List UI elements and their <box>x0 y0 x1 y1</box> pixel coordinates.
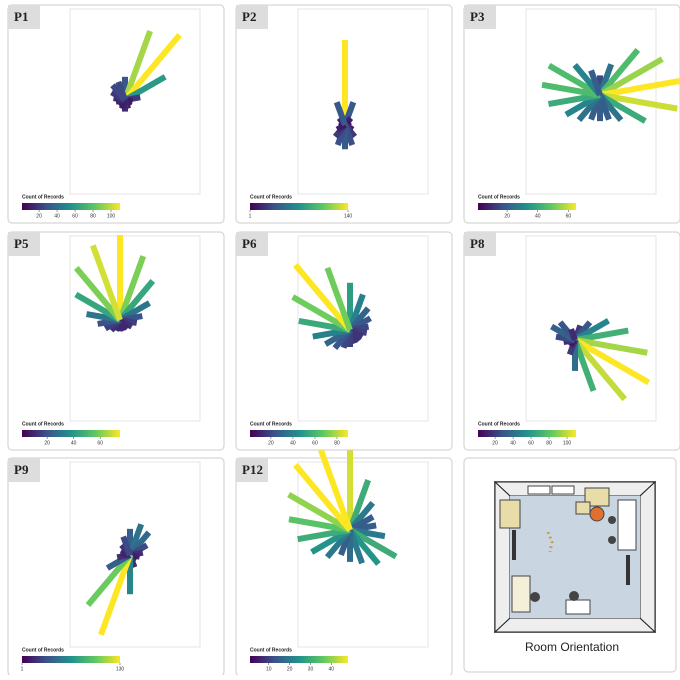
colorbar-tick-label: 80 <box>334 440 340 446</box>
room-panel: Room Orientation <box>464 458 676 672</box>
colorbar-tick-label: 140 <box>344 213 353 219</box>
colorbar-tick-label: 80 <box>546 440 552 446</box>
colorbar <box>478 203 576 210</box>
desk <box>512 576 530 612</box>
colorbar-tick-label: 100 <box>107 213 116 219</box>
colorbar-tick-label: 40 <box>290 440 296 446</box>
panel: P8 Count of Records 20 40 60 80 100 <box>464 232 680 450</box>
colorbar-tick-label: 60 <box>528 440 534 446</box>
panel-frame <box>8 232 224 450</box>
colorbar-tick-label: 40 <box>510 440 516 446</box>
colorbar <box>250 203 348 210</box>
box <box>576 502 590 514</box>
panel-label: P9 <box>14 462 29 477</box>
desk <box>618 500 636 550</box>
colorbar <box>250 656 348 663</box>
colorbar-tick-label: 100 <box>563 440 572 446</box>
colorbar-title: Count of Records <box>22 421 64 427</box>
colorbar <box>22 203 120 210</box>
colorbar-tick-label: 30 <box>308 666 314 672</box>
monitor <box>512 530 516 560</box>
colorbar-title: Count of Records <box>250 647 292 653</box>
colorbar-tick-label: 40 <box>54 213 60 219</box>
colorbar-tick-label: 40 <box>329 666 335 672</box>
colorbar-title: Count of Records <box>250 421 292 427</box>
colorbar-tick-label: 60 <box>72 213 78 219</box>
panel-label: P1 <box>14 9 28 24</box>
colorbar-tick-label: 130 <box>116 666 125 672</box>
panel-frame <box>236 458 452 675</box>
chair <box>530 592 540 602</box>
panel: P5 Count of Records 20 40 60 <box>8 232 224 450</box>
panel: P2 Count of Records 1 140 <box>236 5 452 223</box>
colorbar-tick-label: 60 <box>97 440 103 446</box>
colorbar <box>22 430 120 437</box>
panel-label: P8 <box>470 236 485 251</box>
colorbar-tick-label: 1 <box>21 666 24 672</box>
window <box>552 486 574 494</box>
panel-label: P12 <box>242 462 263 477</box>
colorbar-tick-label: 60 <box>566 213 572 219</box>
panel-label: P3 <box>470 9 485 24</box>
monitor <box>626 555 630 585</box>
colorbar-title: Count of Records <box>22 194 64 200</box>
chair <box>608 536 616 544</box>
colorbar-title: Count of Records <box>478 194 520 200</box>
panel-frame <box>8 5 224 223</box>
colorbar-tick-label: 80 <box>90 213 96 219</box>
page: Room Orientation P1 Count of Records 20 40 6… <box>0 0 680 680</box>
panel-label: P2 <box>242 9 256 24</box>
colorbar-tick-label: 10 <box>266 666 272 672</box>
shelf <box>500 500 520 528</box>
colorbar-tick-label: 20 <box>36 213 42 219</box>
wall-right <box>640 482 655 632</box>
colorbar <box>478 430 576 437</box>
panel: P3 Count of Records 20 40 60 <box>464 5 680 223</box>
colorbar-tick-label: 20 <box>492 440 498 446</box>
colorbar-title: Count of Records <box>22 647 64 653</box>
wall-top <box>495 482 655 496</box>
colorbar-tick-label: 20 <box>504 213 510 219</box>
colorbar-tick-label: 40 <box>71 440 77 446</box>
figure: Room Orientation P1 Count of Records 20 40 6… <box>0 0 680 675</box>
colorbar <box>22 656 120 663</box>
panel: P6 Count of Records 20 40 60 80 <box>236 232 452 450</box>
colorbar <box>250 430 348 437</box>
colorbar-tick-label: 20 <box>287 666 293 672</box>
colorbar-tick-label: 20 <box>268 440 274 446</box>
wall-bottom <box>495 618 655 632</box>
colorbar-tick-label: 60 <box>312 440 318 446</box>
colorbar-tick-label: 20 <box>44 440 50 446</box>
desk <box>566 600 590 614</box>
window <box>528 486 550 494</box>
colorbar-title: Count of Records <box>250 194 292 200</box>
panel-label: P6 <box>242 236 257 251</box>
colorbar-tick-label: 1 <box>249 213 252 219</box>
panel-label: P5 <box>14 236 29 251</box>
chair <box>590 507 604 521</box>
panel: P9 Count of Records 1 130 <box>8 458 224 675</box>
panel: P12 Count of Records 10 20 30 40 <box>236 449 452 675</box>
panel: P1 Count of Records 20 40 60 80 100 <box>8 5 224 223</box>
chair <box>569 591 579 601</box>
colorbar-title: Count of Records <box>478 421 520 427</box>
caption: Room Orientation <box>525 640 619 654</box>
colorbar-tick-label: 40 <box>535 213 541 219</box>
chair <box>608 516 616 524</box>
